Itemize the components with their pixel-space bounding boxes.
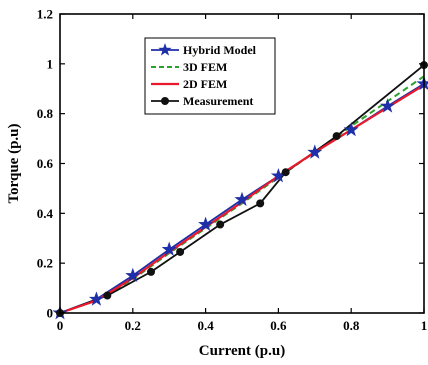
y-tick-label: 0.6 — [37, 156, 54, 171]
y-axis-label: Torque (p.u) — [6, 123, 22, 203]
data-point-measurement — [147, 267, 155, 276]
legend: Hybrid Model 3D FEM 2D FEM Measurement — [144, 37, 276, 115]
data-point-measurement — [103, 291, 112, 300]
legend-item-2d-fem: 2D FEM — [151, 77, 227, 91]
data-point-hybrid-model — [343, 121, 359, 137]
axes: 0 0.2 0.4 0.6 0.8 1 0 0.2 0.4 0.6 0.8 1 1.2 — [37, 7, 428, 334]
x-tick-label: 0.6 — [270, 318, 287, 333]
legend-label-hybrid-model: Hybrid Model — [183, 43, 257, 57]
y-tick-label: 1.2 — [37, 7, 53, 22]
x-tick-label: 0.2 — [125, 318, 141, 333]
data-point-hybrid-model — [88, 291, 104, 306]
legend-item-3d-fem: 3D FEM — [151, 60, 227, 74]
y-tick-label: 1 — [47, 56, 54, 71]
data-point-measurement — [216, 220, 225, 229]
x-tick-label: 0.8 — [343, 318, 360, 333]
data-layer — [52, 61, 428, 320]
y-tick-label: 0 — [47, 306, 54, 321]
y-tick-label: 0.8 — [37, 106, 54, 121]
data-point-hybrid-model — [198, 216, 214, 231]
x-tick-label: 1 — [421, 318, 428, 333]
data-point-hybrid-model — [125, 267, 141, 283]
x-tick-label: 0 — [57, 318, 64, 333]
data-point-hybrid-model — [380, 98, 396, 113]
legend-item-measurement: Measurement — [151, 94, 253, 108]
legend-item-hybrid-model: Hybrid Model — [151, 43, 257, 57]
legend-label-measurement: Measurement — [183, 94, 253, 108]
data-point-hybrid-model — [161, 241, 177, 256]
legend-label-3d-fem: 3D FEM — [183, 60, 227, 74]
legend-star-marker — [158, 43, 172, 56]
data-point-measurement — [332, 132, 341, 141]
y-tick-label: 0.4 — [37, 206, 54, 221]
legend-circle-marker — [161, 97, 169, 105]
data-point-measurement — [256, 199, 265, 208]
y-tick-label: 0.2 — [37, 256, 53, 271]
x-axis-label: Current (p.u) — [199, 343, 285, 359]
legend-label-2d-fem: 2D FEM — [183, 77, 227, 91]
data-point-measurement — [176, 247, 185, 256]
data-point-measurement — [281, 168, 290, 177]
data-point-hybrid-model — [307, 144, 323, 159]
data-point-hybrid-model — [234, 191, 250, 207]
x-tick-label: 0.4 — [197, 318, 214, 333]
